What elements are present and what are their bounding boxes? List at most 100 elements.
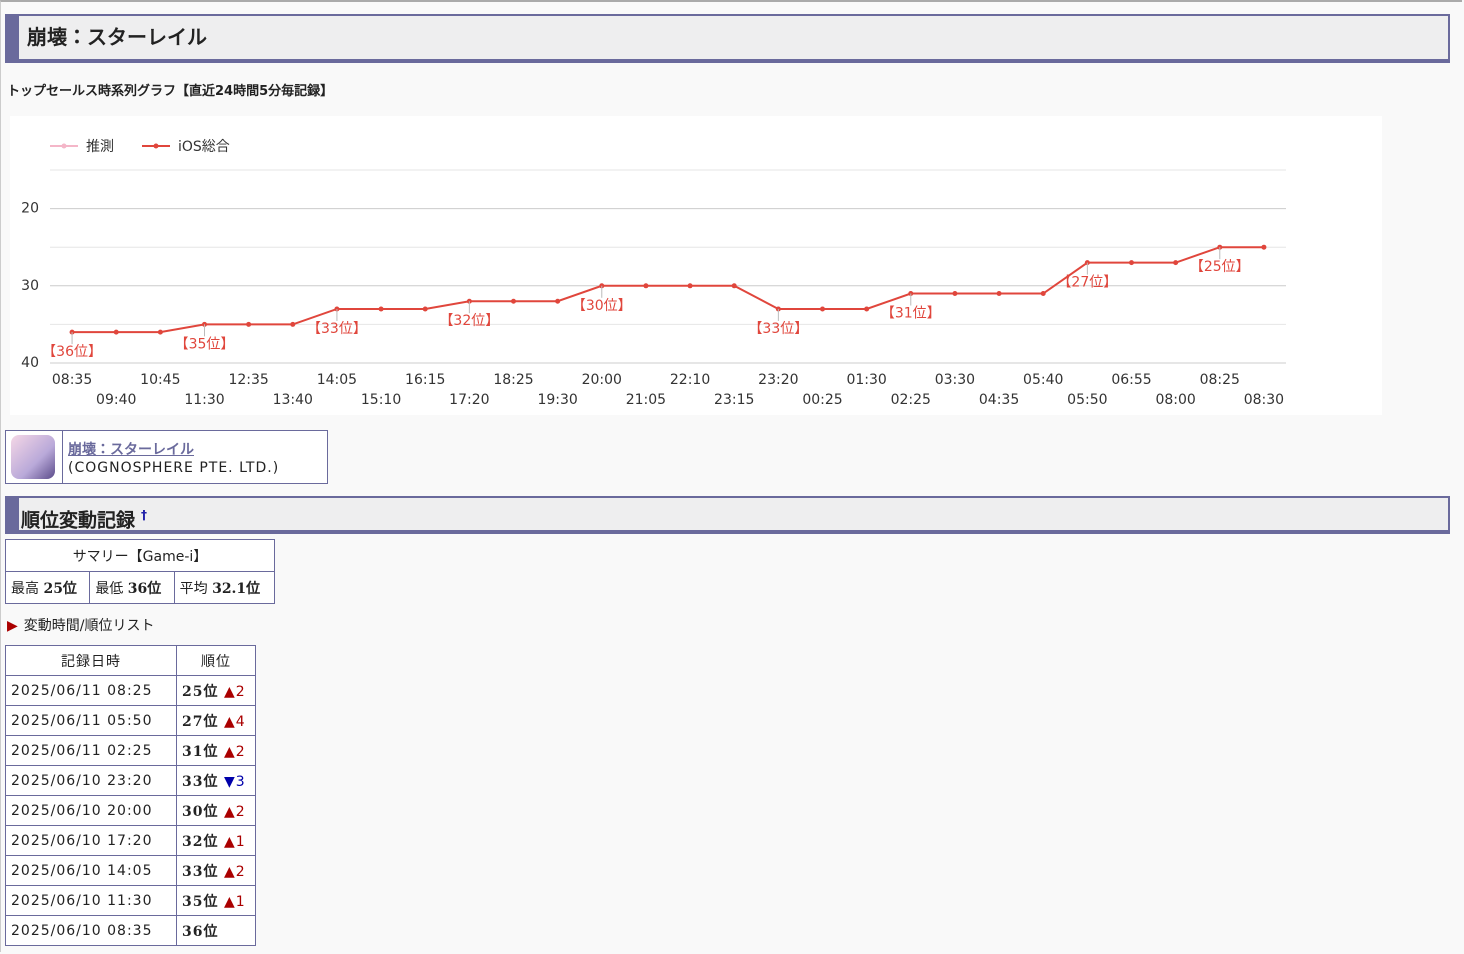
point: [952, 291, 958, 297]
list-toggle[interactable]: ▶ 変動時間/順位リスト: [7, 615, 155, 635]
rank-change: ▼3: [223, 773, 246, 790]
legend-label: 推測: [86, 139, 114, 155]
rank: 27位: [182, 713, 219, 730]
date-cell: 2025/06/10 20:00: [5, 795, 177, 826]
y-tick-label: 30: [21, 278, 39, 294]
point: [1129, 260, 1134, 266]
point: [113, 329, 119, 335]
section-title: 順位変動記録 †: [5, 496, 1450, 534]
row: 2025/06/10 11:30 35位 ▲1: [5, 885, 256, 916]
summary-label: 最高: [11, 580, 39, 597]
row: サマリー【Game-i】: [5, 539, 275, 572]
summary-label: 平均: [179, 580, 208, 597]
data-label: 【33位】: [307, 321, 367, 337]
summary-cell: 最高 25位: [4, 571, 91, 604]
date-cell: 2025/06/10 08:35: [5, 915, 177, 946]
row: 2025/06/11 08:25 25位 ▲2: [5, 675, 256, 706]
rank-change: ▲2: [223, 863, 246, 880]
rank-cell: 25位 ▲2: [176, 675, 256, 706]
data-label: 【31位】: [881, 306, 941, 322]
rank: 31位: [182, 743, 219, 760]
summary-value: 32.1位: [212, 580, 261, 597]
rank-change: ▲2: [223, 743, 246, 760]
triangle: ▶: [7, 618, 18, 634]
x-tick-label: 11:30: [184, 392, 224, 408]
summary-value: 36位: [127, 580, 162, 597]
data-label: 【36位】: [42, 344, 102, 360]
x-tick-label: 09:40: [96, 392, 136, 408]
app-card: 崩壊：スターレイル (COGNOSPHERE PTE. LTD.): [5, 430, 328, 484]
section-text: 順位変動記録: [21, 509, 136, 532]
data-label: 【27位】: [1057, 275, 1117, 291]
rank-cell: 27位 ▲4: [176, 705, 256, 736]
x-tick-label: 21:05: [626, 392, 666, 408]
separator: [62, 431, 63, 483]
x-tick-label: 08:00: [1155, 392, 1195, 408]
summary-title: サマリー【Game-i】: [5, 539, 275, 572]
y-tick-label: 40: [21, 355, 39, 371]
rank: 33位: [182, 863, 219, 880]
point: [1040, 291, 1046, 297]
rank: 35位: [182, 893, 219, 910]
rank-cell: 33位 ▼3: [176, 765, 256, 796]
x-tick-label: 13:40: [273, 392, 313, 408]
row: 2025/06/10 08:35 36位: [5, 915, 256, 946]
x-tick-label: 15:10: [361, 392, 401, 408]
summary-label: 最低: [95, 580, 124, 597]
rank-change: ▲4: [223, 713, 246, 730]
point: [687, 283, 693, 289]
app-icon: [11, 435, 55, 479]
header-row: 記録日時 順位: [5, 645, 256, 676]
rank-cell: 30位 ▲2: [176, 795, 256, 826]
row: 2025/06/10 23:20 33位 ▼3: [5, 765, 256, 796]
date-cell: 2025/06/10 17:20: [5, 825, 177, 856]
x-tick-label: 17:20: [449, 392, 489, 408]
x-tick-label: 20:00: [582, 372, 622, 388]
app-link[interactable]: 崩壊：スターレイル: [68, 442, 194, 458]
data-label: 【25位】: [1190, 259, 1250, 275]
point: [246, 321, 252, 327]
rank: 25位: [182, 683, 219, 700]
date-cell: 2025/06/11 05:50: [5, 705, 177, 736]
point: [996, 291, 1002, 297]
x-tick-label: 05:40: [1023, 372, 1063, 388]
x-tick-label: 19:30: [537, 392, 577, 408]
row: 2025/06/10 14:05 33位 ▲2: [5, 855, 256, 886]
row: 2025/06/10 17:20 32位 ▲1: [5, 825, 256, 856]
row: 最高 25位 最低 36位 平均 32.1位: [4, 571, 276, 604]
point: [1261, 244, 1267, 250]
section-link[interactable]: †: [141, 508, 148, 522]
x-tick-label: 08:25: [1200, 372, 1240, 388]
date-cell: 2025/06/10 23:20: [5, 765, 177, 796]
point: [731, 283, 737, 289]
legend-label: iOS総合: [178, 139, 230, 155]
x-tick-label: 12:35: [228, 372, 268, 388]
rank: 33位: [182, 773, 219, 790]
rank: 36位: [182, 923, 219, 940]
point: [555, 298, 561, 304]
point: [466, 298, 472, 304]
rank-table: 記録日時 順位 2025/06/11 08:25 25位 ▲2 2025/06/11 0…: [5, 645, 256, 946]
rank-cell: 31位 ▲2: [176, 735, 256, 766]
rank-change: ▲1: [223, 833, 246, 850]
header-cell: 順位: [176, 645, 256, 676]
point: [820, 306, 825, 312]
row: 2025/06/11 02:25 31位 ▲2: [5, 735, 256, 766]
point: [378, 306, 384, 312]
rank-change: ▲2: [223, 803, 246, 820]
rank-cell: 33位 ▲2: [176, 855, 256, 886]
x-tick-label: 08:30: [1244, 392, 1284, 408]
summary-table: サマリー【Game-i】 最高 25位 最低 36位 平均 32.1位: [4, 539, 276, 604]
x-tick-label: 23:20: [758, 372, 798, 388]
point: [290, 321, 296, 327]
summary-cell: 平均 32.1位: [173, 571, 276, 604]
summary-cell: 最低 36位: [89, 571, 175, 604]
legend-dot: [153, 143, 159, 149]
row: 2025/06/11 05:50 27位 ▲4: [5, 705, 256, 736]
rank-change: ▲1: [223, 893, 246, 910]
summary-value: 25位: [43, 580, 77, 597]
x-tick-label: 10:45: [140, 372, 180, 388]
